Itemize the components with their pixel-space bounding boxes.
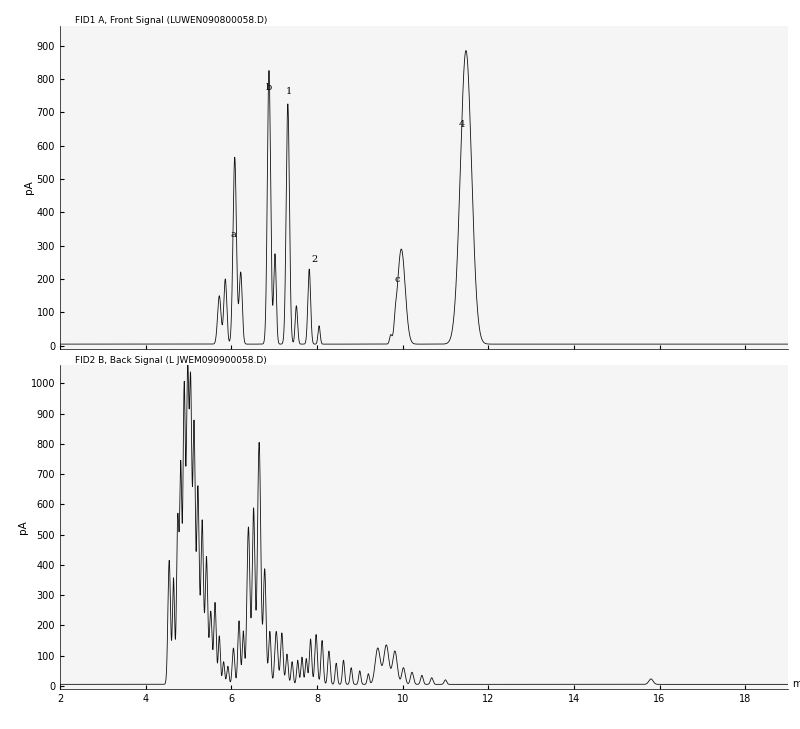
Text: b: b [266,83,272,93]
Y-axis label: pA: pA [18,521,28,534]
Text: 2: 2 [312,255,318,264]
Text: 4: 4 [458,120,465,129]
Text: c: c [394,275,400,284]
Text: FID1 A, Front Signal (LUWEN090800058.D): FID1 A, Front Signal (LUWEN090800058.D) [74,16,267,25]
Text: FID2 B, Back Signal (L JWEM090900058.D): FID2 B, Back Signal (L JWEM090900058.D) [74,356,266,364]
Text: min: min [792,679,800,689]
Text: a: a [230,230,236,239]
Y-axis label: pA: pA [24,181,34,194]
Text: 1: 1 [286,87,292,95]
